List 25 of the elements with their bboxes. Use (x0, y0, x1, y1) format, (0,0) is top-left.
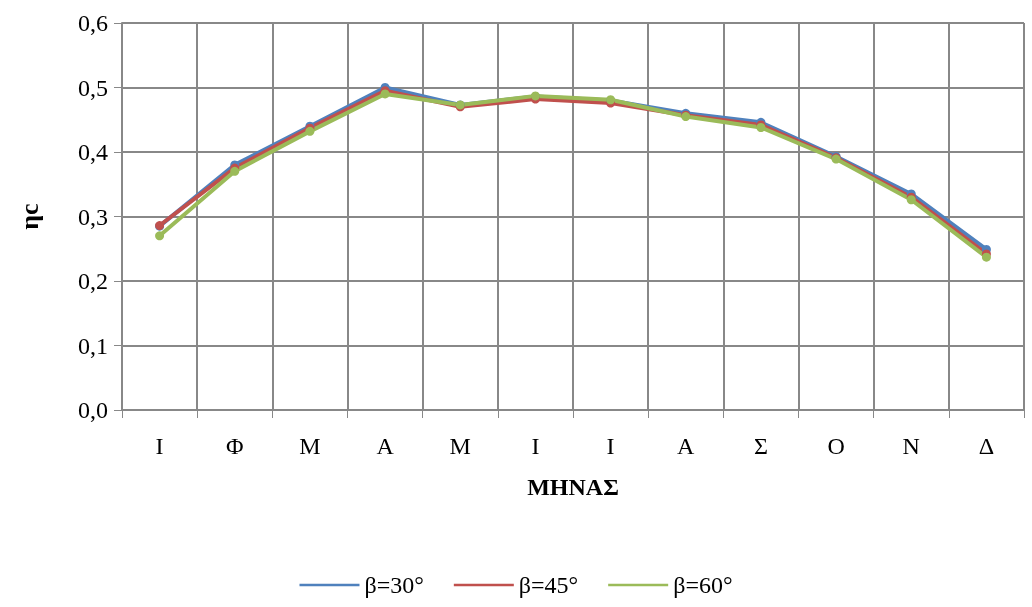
x-tick-label: Μ (449, 433, 471, 459)
legend-label: β=30° (364, 572, 424, 598)
x-tick-label: Ο (827, 433, 845, 459)
y-axis-title: ηc (14, 203, 44, 230)
x-tick-label: Ι (531, 433, 540, 459)
y-tick-label: 0,1 (78, 332, 108, 359)
x-tick-label: Σ (753, 433, 768, 459)
y-tick-label: 0,5 (78, 74, 108, 101)
x-axis-title: ΜΗΝΑΣ (527, 474, 619, 500)
x-tick-label: Ι (606, 433, 615, 459)
x-tick-label: Μ (299, 433, 321, 459)
x-tick-label: Δ (978, 433, 995, 459)
y-tick-label: 0,3 (78, 203, 108, 230)
x-tick-label: Φ (225, 433, 244, 459)
y-tick-label: 0,4 (78, 139, 108, 165)
x-tick-label: Ι (155, 433, 164, 459)
y-tick-label: 0,2 (78, 268, 108, 294)
point (155, 231, 165, 241)
x-tick-label: Α (677, 433, 696, 459)
legend-label: β=45° (518, 572, 579, 598)
y-tick-label: 0,0 (78, 397, 108, 423)
x-tick-label: Ν (902, 433, 920, 459)
x-tick-label: Α (376, 433, 395, 459)
y-tick-label: 0,6 (78, 10, 108, 36)
legend-label: β=60° (673, 572, 733, 598)
